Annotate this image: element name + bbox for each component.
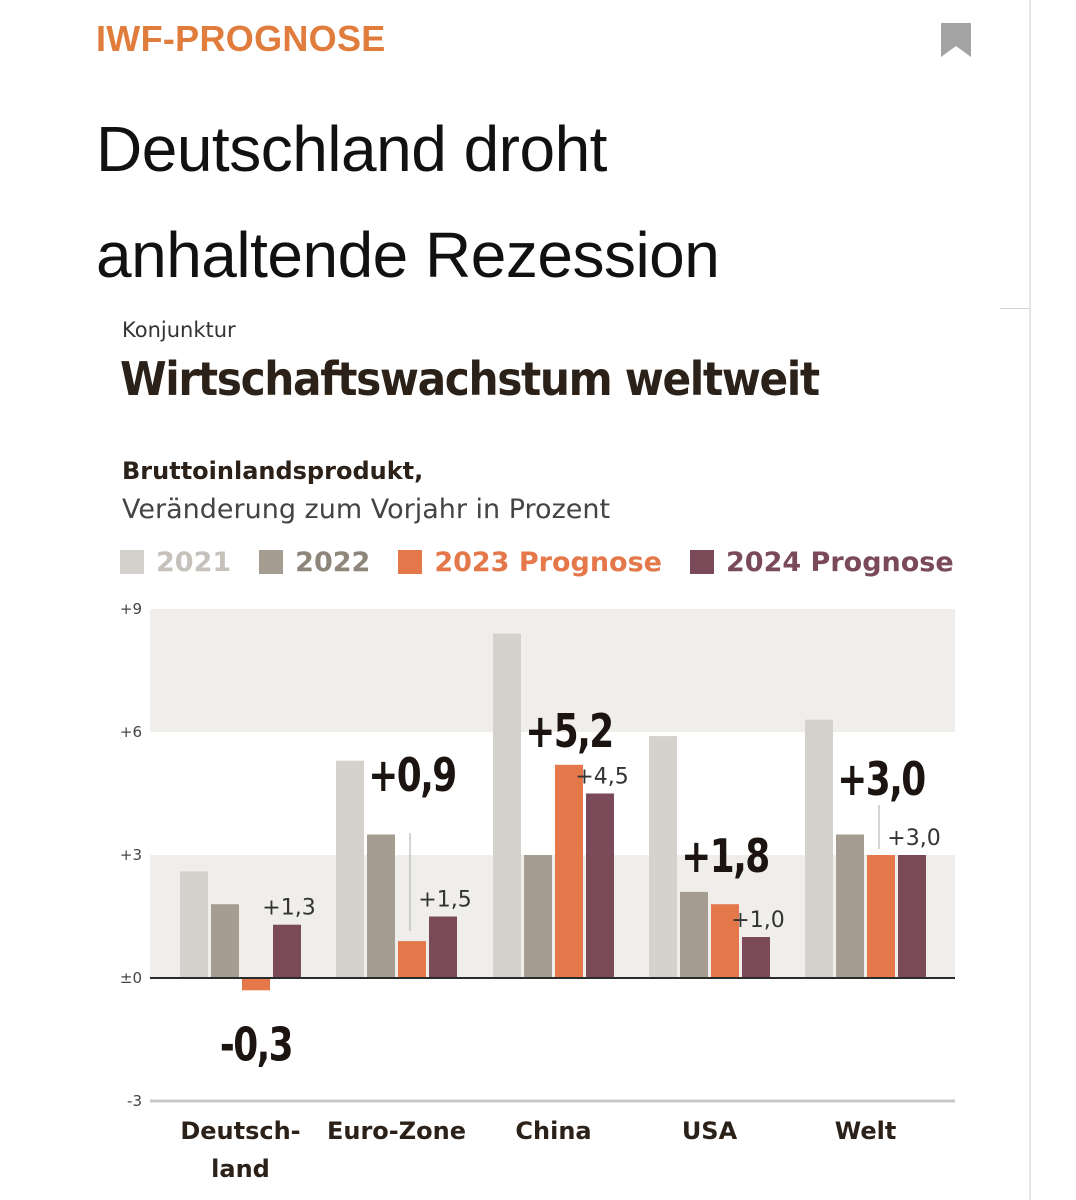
bar-2021 — [180, 871, 208, 978]
bar-2023-prognose — [711, 904, 739, 978]
bar-2021 — [336, 760, 364, 978]
data-label-2024: +1,5 — [418, 888, 471, 913]
chart-rubric: Konjunktur — [122, 318, 236, 342]
chart-title: Wirtschaftswachstum weltweit — [120, 352, 820, 406]
legend-label: 2023 Prognose — [434, 546, 662, 578]
bookmark-icon[interactable] — [940, 22, 972, 58]
category-label: USA — [682, 1117, 738, 1145]
bar-2023-prognose — [398, 941, 426, 978]
category-label: Euro-Zone — [327, 1117, 466, 1145]
page-right-rule — [1029, 0, 1031, 1200]
legend-swatch — [690, 550, 714, 574]
y-tick-label: +3 — [120, 846, 142, 864]
y-tick-label: -3 — [127, 1092, 142, 1110]
y-tick-label: ±0 — [120, 969, 142, 987]
bar-2023-prognose — [242, 978, 270, 991]
data-label-2023: +5,2 — [525, 704, 612, 758]
article-headline: Deutschland droht anhaltende Rezession — [96, 96, 996, 308]
bar-2024-prognose — [273, 924, 301, 978]
data-label-2024: +4,5 — [575, 765, 628, 790]
bar-2021 — [493, 633, 521, 978]
chart-legend: 2021 2022 2023 Prognose 2024 Prognose — [120, 544, 982, 580]
legend-item-0: 2021 — [120, 547, 231, 578]
article-kicker: IWF-PROGNOSE — [96, 18, 386, 59]
bar-2022 — [367, 834, 395, 978]
category-label: China — [515, 1117, 591, 1145]
category-label: Welt — [835, 1117, 897, 1145]
chart-subtitle: Veränderung zum Vorjahr in Prozent — [122, 494, 611, 525]
legend-swatch — [259, 550, 284, 574]
data-label-2024: +1,3 — [262, 896, 315, 921]
page-divider — [1000, 308, 1030, 309]
headline-line-2: anhaltende Rezession — [96, 219, 720, 291]
bar-2021 — [805, 719, 833, 978]
bar-2022 — [836, 834, 864, 978]
chart-subtitle-bold: Bruttoinlandsprodukt, — [122, 457, 424, 485]
y-tick-label: +9 — [120, 600, 142, 618]
legend-label: 2022 — [295, 546, 371, 578]
category-label: Deutsch- — [180, 1117, 300, 1145]
legend-label: 2021 — [156, 546, 232, 578]
bar-2023-prognose — [867, 855, 895, 978]
headline-line-1: Deutschland droht — [96, 113, 607, 185]
bar-2024-prognose — [898, 855, 926, 978]
data-label-2023: +0,9 — [368, 749, 455, 803]
legend-item-1: 2022 — [259, 547, 370, 578]
bar-2023-prognose — [555, 764, 583, 978]
data-label-2023: -0,3 — [220, 1018, 292, 1072]
bar-2024-prognose — [429, 916, 457, 978]
bar-2022 — [680, 891, 708, 978]
data-label-2024: +3,0 — [887, 826, 940, 851]
y-tick-label: +6 — [120, 723, 142, 741]
legend-swatch — [120, 550, 144, 574]
data-label-2024: +1,0 — [731, 908, 784, 933]
grid-band — [150, 609, 955, 732]
legend-swatch — [398, 550, 423, 574]
legend-item-3: 2024 Prognose — [690, 547, 954, 578]
data-label-2023: +3,0 — [837, 753, 924, 807]
bar-2021 — [649, 736, 677, 978]
bar-chart: +9 +6 +3 ±0 -3 -0,3 +0,9 +5,2 +1,8 +3,0 +1,3 +1,5 +4… — [120, 600, 955, 1183]
data-label-2023: +1,8 — [681, 830, 768, 884]
bar-2024-prognose — [742, 937, 770, 978]
bar-2022 — [524, 855, 552, 978]
bar-2022 — [211, 904, 239, 978]
category-label: land — [211, 1155, 270, 1183]
legend-label: 2024 Prognose — [726, 546, 954, 578]
bar-2024-prognose — [586, 793, 614, 978]
legend-item-2: 2023 Prognose — [398, 547, 662, 578]
